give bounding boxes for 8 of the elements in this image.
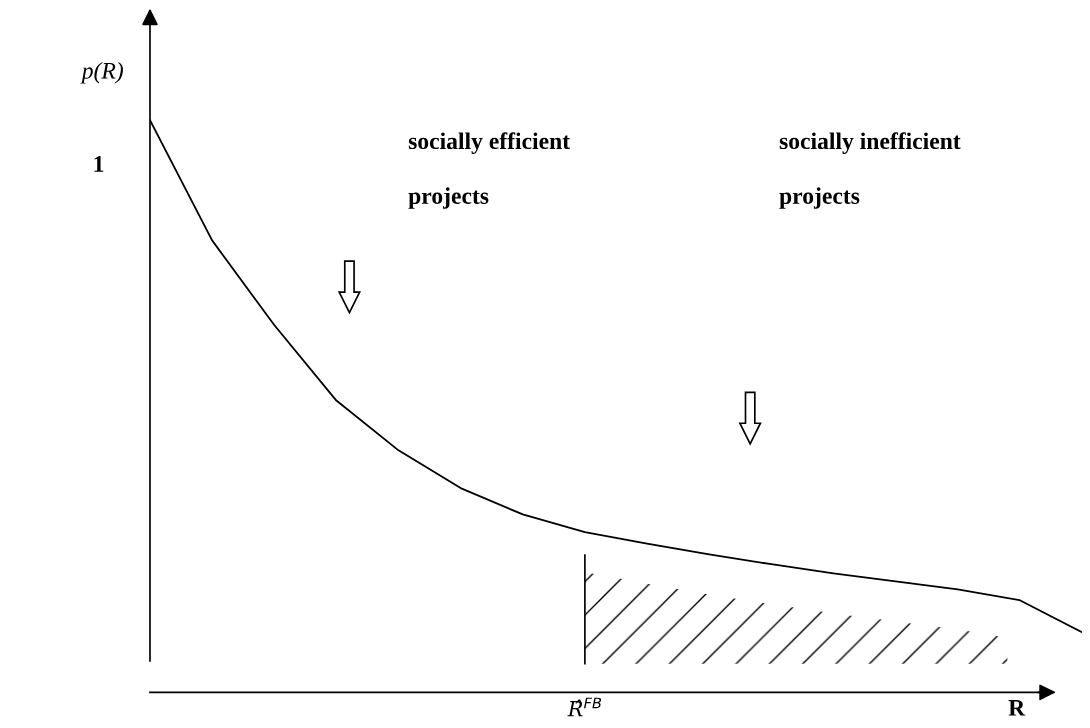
text: R̂$^{FB}$: [567, 697, 602, 717]
annotation: socially inefficient: [779, 132, 961, 154]
text: 1: [94, 156, 104, 172]
annotation: socially efficient: [408, 132, 570, 154]
x-axis-title: R: [1008, 700, 1026, 716]
y-axis-title: p(R): [80, 62, 123, 84]
annotation: projects: [779, 187, 860, 209]
annotation: projects: [408, 187, 489, 209]
